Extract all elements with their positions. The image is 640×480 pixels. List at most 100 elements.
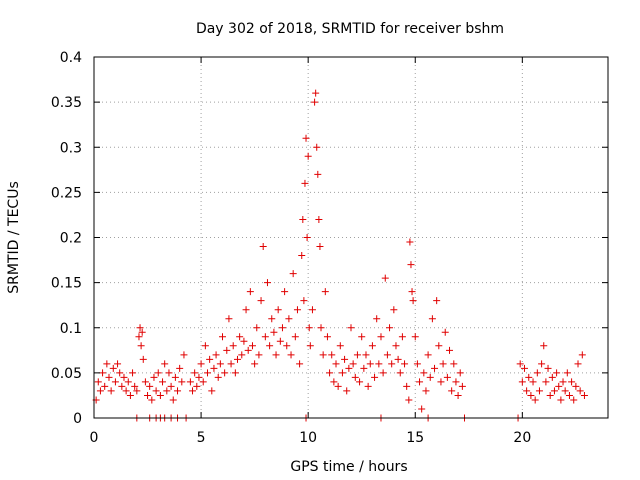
data-point xyxy=(316,243,324,251)
data-point xyxy=(572,382,580,390)
data-point xyxy=(448,387,456,395)
data-point xyxy=(191,369,199,377)
data-point xyxy=(199,378,207,386)
y-tick-label: 0.25 xyxy=(51,185,82,201)
data-point xyxy=(201,342,209,350)
data-point xyxy=(516,360,524,368)
data-point xyxy=(301,179,309,187)
data-point xyxy=(411,333,419,341)
data-point xyxy=(312,89,320,97)
data-point xyxy=(428,315,436,323)
data-point xyxy=(523,387,531,395)
data-point xyxy=(356,378,364,386)
data-point xyxy=(305,324,313,332)
data-point xyxy=(236,333,244,341)
data-point xyxy=(212,351,220,359)
data-point xyxy=(101,382,109,390)
data-point xyxy=(454,391,462,399)
data-point xyxy=(574,360,582,368)
data-point xyxy=(111,378,119,386)
data-point xyxy=(426,373,434,381)
data-point xyxy=(525,373,533,381)
data-point xyxy=(533,369,541,377)
data-point xyxy=(114,360,122,368)
data-point xyxy=(189,387,197,395)
y-tick-label: 0.4 xyxy=(60,50,82,66)
data-point xyxy=(136,324,144,332)
data-point xyxy=(296,360,304,368)
data-point xyxy=(416,378,424,386)
data-point xyxy=(563,369,571,377)
data-point xyxy=(338,369,346,377)
data-point xyxy=(452,378,460,386)
data-point xyxy=(148,396,156,404)
data-point xyxy=(291,333,299,341)
data-point xyxy=(176,364,184,372)
data-point xyxy=(381,274,389,282)
data-point xyxy=(124,378,132,386)
data-point xyxy=(388,360,396,368)
data-point xyxy=(227,360,235,368)
data-point xyxy=(278,324,286,332)
data-point xyxy=(458,382,466,390)
data-point xyxy=(559,378,567,386)
data-point xyxy=(441,328,449,336)
data-point xyxy=(377,333,385,341)
data-point xyxy=(214,373,222,381)
data-point xyxy=(161,360,169,368)
data-point xyxy=(341,355,349,363)
data-point xyxy=(229,342,237,350)
data-point xyxy=(180,351,188,359)
data-point xyxy=(105,373,113,381)
y-tick-label: 0.1 xyxy=(60,321,82,337)
data-point xyxy=(317,324,325,332)
data-point xyxy=(129,369,137,377)
data-point xyxy=(274,306,282,314)
data-point xyxy=(311,98,319,106)
data-point xyxy=(420,369,428,377)
data-point xyxy=(330,378,338,386)
data-point xyxy=(163,387,171,395)
data-point xyxy=(167,382,175,390)
data-point xyxy=(248,342,256,350)
data-point xyxy=(94,378,102,386)
data-point xyxy=(366,360,374,368)
data-point xyxy=(263,279,271,287)
data-point xyxy=(321,288,329,296)
data-point xyxy=(146,382,154,390)
data-point xyxy=(221,369,229,377)
data-point xyxy=(141,378,149,386)
data-point xyxy=(135,333,143,341)
data-point xyxy=(334,382,342,390)
data-point xyxy=(156,391,164,399)
data-point xyxy=(413,360,421,368)
data-point xyxy=(542,378,550,386)
data-point xyxy=(268,315,276,323)
data-point xyxy=(443,373,451,381)
y-tick-label: 0.05 xyxy=(51,366,82,382)
data-point xyxy=(144,391,152,399)
data-point xyxy=(251,360,259,368)
data-point xyxy=(407,261,415,269)
data-point xyxy=(253,324,261,332)
data-point xyxy=(565,391,573,399)
data-point xyxy=(568,378,576,386)
grid-lines xyxy=(94,57,608,418)
data-point xyxy=(405,396,413,404)
data-point xyxy=(546,391,554,399)
data-point xyxy=(535,387,543,395)
data-point xyxy=(418,405,426,413)
data-point xyxy=(576,387,584,395)
data-point xyxy=(343,387,351,395)
data-point xyxy=(302,134,310,142)
data-point xyxy=(529,378,537,386)
data-point xyxy=(289,270,297,278)
data-point xyxy=(439,360,447,368)
data-point xyxy=(548,373,556,381)
data-point xyxy=(174,387,182,395)
x-tick-label: 0 xyxy=(90,430,99,446)
data-point xyxy=(304,152,312,160)
data-point xyxy=(520,364,528,372)
